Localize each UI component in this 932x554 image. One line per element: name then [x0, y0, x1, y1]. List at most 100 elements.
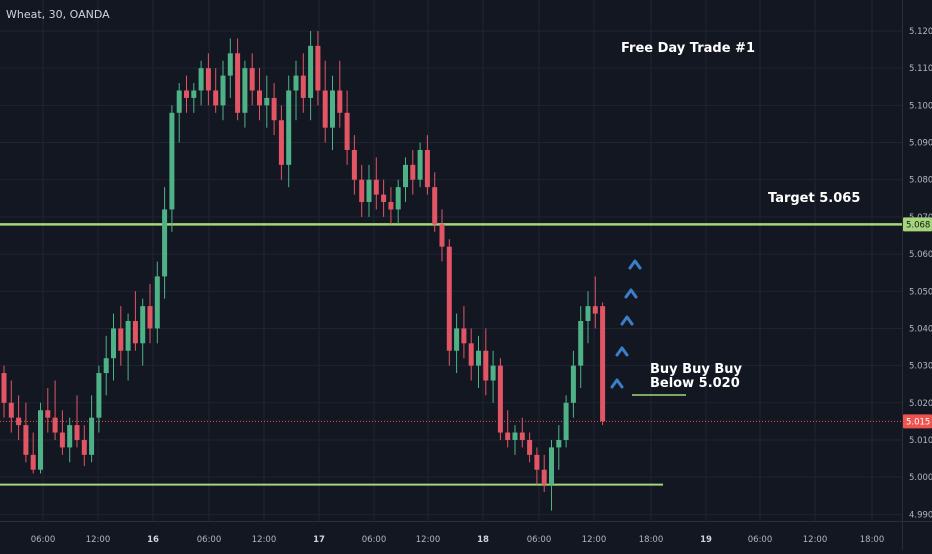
candle-body-70 [513, 433, 518, 440]
x-tick-1: 12:00 [86, 535, 111, 545]
candle-body-26 [191, 90, 196, 97]
candle-body-30 [221, 76, 226, 106]
candle-body-33 [242, 68, 247, 113]
candle-26 [191, 83, 196, 113]
candle-body-73 [534, 455, 539, 470]
x-tick-3: 06:00 [197, 535, 222, 545]
candle-69 [505, 410, 510, 447]
candle-body-72 [527, 440, 532, 455]
candle-body-78 [571, 366, 576, 403]
candle-body-69 [505, 433, 510, 440]
y-tick-2: 5.100 [909, 101, 932, 111]
candle-13 [96, 366, 101, 433]
target-annotation: Target 5.065 [768, 191, 860, 206]
candle-65 [476, 336, 481, 388]
candle-body-32 [235, 53, 240, 112]
candle-57 [418, 143, 423, 188]
candle-79 [578, 306, 583, 388]
candle-body-22 [162, 209, 167, 276]
candle-80 [586, 291, 591, 343]
candle-body-24 [177, 90, 182, 112]
candle-70 [513, 425, 518, 455]
x-tick-14: 12:00 [803, 535, 828, 545]
candle-body-11 [82, 440, 87, 455]
candle-58 [425, 135, 430, 194]
candle-2 [16, 395, 21, 440]
candle-34 [250, 53, 255, 105]
y-tick-4: 5.080 [909, 176, 932, 186]
candle-body-14 [104, 358, 109, 373]
candle-31 [228, 38, 233, 97]
candle-74 [542, 455, 547, 492]
candle-body-50 [367, 180, 372, 202]
buy-annotation-line1: Buy Buy Buy [650, 362, 742, 377]
candle-49 [359, 165, 364, 217]
price-axis[interactable]: 5.1205.1105.1005.0905.0805.0705.0605.050… [903, 0, 932, 550]
candle-32 [235, 38, 240, 120]
candle-body-51 [374, 180, 379, 195]
candle-body-76 [556, 440, 561, 447]
candle-body-38 [279, 120, 284, 165]
candle-23 [169, 105, 174, 231]
candle-body-29 [213, 90, 218, 105]
candle-body-23 [169, 113, 174, 210]
candle-body-20 [148, 306, 153, 328]
y-tick-13: 4.990 [909, 510, 932, 520]
candle-15 [111, 314, 116, 381]
candle-body-34 [250, 68, 255, 90]
candle-43 [315, 31, 320, 105]
candle-body-2 [16, 418, 21, 425]
candle-body-66 [483, 351, 488, 381]
candle-18 [133, 291, 138, 350]
y-tick-0: 5.120 [909, 27, 932, 37]
candle-body-1 [9, 403, 14, 418]
candle-body-39 [286, 90, 291, 164]
candle-body-80 [586, 306, 591, 321]
candle-46 [337, 61, 342, 128]
y-tick-1: 5.110 [909, 64, 932, 74]
candle-body-28 [206, 68, 211, 90]
candle-body-27 [199, 68, 204, 90]
candle-39 [286, 76, 291, 188]
candle-body-42 [308, 46, 313, 98]
candle-body-64 [469, 343, 474, 365]
candle-body-49 [359, 180, 364, 202]
x-tick-7: 12:00 [416, 535, 441, 545]
candle-44 [323, 61, 328, 143]
x-tick-6: 06:00 [362, 535, 387, 545]
candle-67 [491, 351, 496, 403]
x-tick-10: 12:00 [582, 535, 607, 545]
candle-72 [527, 433, 532, 463]
candle-53 [388, 187, 393, 224]
candle-body-8 [60, 433, 65, 448]
candle-0 [2, 366, 7, 418]
candle-17 [126, 314, 131, 381]
candle-61 [447, 239, 452, 365]
candle-body-81 [593, 306, 598, 313]
candle-50 [367, 165, 372, 217]
y-tick-6: 5.060 [909, 250, 932, 260]
candle-71 [520, 418, 525, 448]
candle-body-45 [330, 90, 335, 127]
x-tick-2: 16 [147, 535, 159, 545]
candle-7 [53, 380, 58, 439]
candles [2, 31, 606, 511]
y-tick-7: 5.050 [909, 287, 932, 297]
candle-body-82 [600, 306, 605, 421]
candle-body-75 [549, 447, 554, 484]
candle-body-54 [396, 187, 401, 209]
candle-body-46 [337, 90, 342, 112]
candle-40 [294, 61, 299, 120]
candle-78 [571, 351, 576, 418]
candle-63 [461, 306, 466, 358]
candle-59 [432, 172, 437, 231]
x-tick-9: 06:00 [527, 535, 552, 545]
x-tick-12: 19 [700, 535, 712, 545]
candle-22 [162, 187, 167, 299]
candle-64 [469, 328, 474, 380]
candle-body-57 [418, 150, 423, 180]
candle-36 [264, 76, 269, 128]
target-price-tag-label: 5.068 [906, 220, 930, 230]
